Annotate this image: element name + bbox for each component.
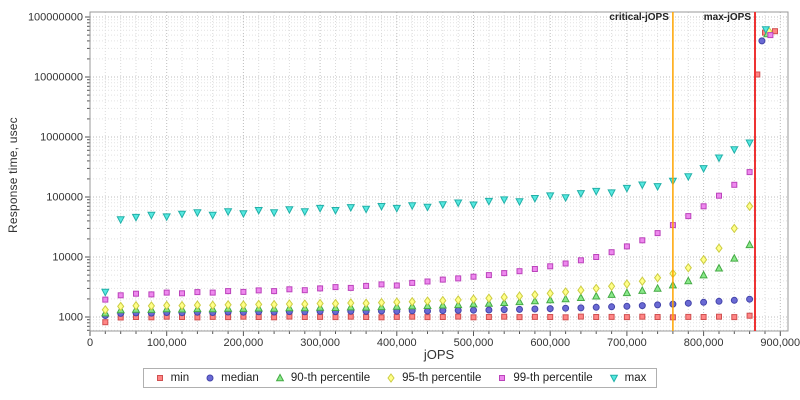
svg-text:critical-jOPS: critical-jOPS (609, 12, 669, 23)
legend-label: max (624, 372, 647, 384)
critical-jOPS-line: critical-jOPS (609, 12, 674, 331)
y-axis-title: Response time, usec (6, 117, 20, 233)
svg-text:700,000: 700,000 (607, 337, 647, 349)
legend-item-p90: 90-th percentile (274, 372, 370, 384)
svg-text:0: 0 (87, 337, 93, 349)
svg-text:100,000: 100,000 (147, 337, 187, 349)
svg-text:100000000: 100000000 (28, 12, 83, 24)
svg-text:300,000: 300,000 (300, 337, 340, 349)
legend-item-max: max (608, 372, 647, 384)
legend-item-p95: 95-th percentile (385, 372, 481, 384)
legend-item-p99: 99-th percentile (496, 372, 593, 384)
legend-item-median: median (204, 372, 259, 384)
svg-text:10000: 10000 (52, 252, 83, 264)
svg-text:200,000: 200,000 (224, 337, 264, 349)
series-max (101, 26, 771, 297)
legend-marker-triangle-down-icon (609, 374, 618, 383)
legend-row: min median 90-th percentile 95-th percentil… (0, 368, 800, 388)
series-p99 (102, 32, 774, 303)
legend-marker-square-icon (156, 375, 163, 381)
series-min (102, 28, 778, 326)
svg-text:1000: 1000 (59, 312, 83, 324)
max-jOPS-line: max-jOPS (704, 12, 756, 331)
legend-label: 99-th percentile (513, 372, 593, 384)
chart-canvas: 0 100,000 200,000 300,000 400,000 500,000 600,… (28, 11, 800, 349)
svg-text:400,000: 400,000 (377, 337, 417, 349)
chart-legend: min median 90-th percentile 95-th percentil… (142, 368, 658, 388)
legend-label: median (221, 372, 259, 384)
series-p95 (101, 26, 773, 315)
x-axis-title: jOPS (423, 347, 455, 362)
legend-label: 90-th percentile (290, 372, 371, 384)
legend-item-min: min (154, 372, 190, 384)
legend-marker-triangle-up-icon (275, 373, 285, 382)
svg-text:100000: 100000 (46, 192, 83, 204)
legend-label: 95-th percentile (402, 372, 482, 384)
legend-marker-circle-icon (206, 374, 214, 382)
svg-text:10000000: 10000000 (34, 72, 83, 84)
svg-text:1000000: 1000000 (40, 132, 83, 144)
svg-text:600,000: 600,000 (530, 337, 570, 349)
svg-text:500,000: 500,000 (454, 337, 494, 349)
svg-text:900,000: 900,000 (760, 337, 800, 349)
legend-marker-square-icon (499, 375, 506, 381)
legend-marker-diamond-icon (387, 373, 395, 383)
legend-label: min (170, 372, 190, 384)
svg-text:800,000: 800,000 (684, 337, 724, 349)
svg-text:max-jOPS: max-jOPS (704, 12, 752, 23)
